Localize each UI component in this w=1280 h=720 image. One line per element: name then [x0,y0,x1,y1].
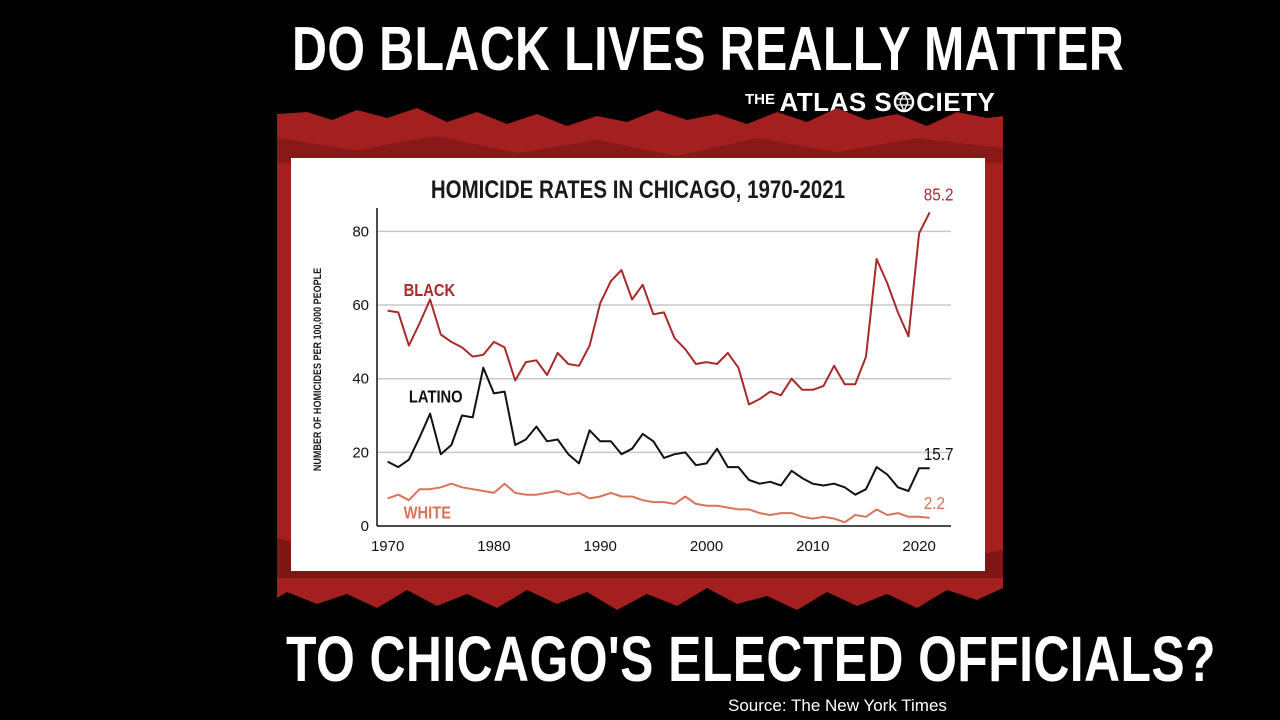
x-tick-label-2020: 2020 [902,538,935,555]
x-tick-label-1970: 1970 [371,538,404,555]
y-tick-label-20: 20 [352,444,369,461]
brand-name: ATLAS S CIETY [779,87,995,117]
headline-top: DO BLACK LIVES REALLY MATTER [292,15,1125,84]
chart-title: HOMICIDE RATES IN CHICAGO, 1970-2021 [431,175,846,203]
headline-bottom: TO CHICAGO'S ELECTED OFFICIALS? [286,623,1216,695]
brand-the: THE [745,91,775,108]
homicide-chart: HOMICIDE RATES IN CHICAGO, 1970-2021 0 20 4… [312,175,954,555]
y-axis-label: NUMBER OF HOMICIDES PER 100,000 PEOPLE [312,268,324,472]
chart-card: HOMICIDE RATES IN CHICAGO, 1970-2021 0 20 4… [291,158,985,571]
x-tick-label-1980: 1980 [477,538,510,555]
source-credit: Source: The New York Times [728,696,947,715]
end-value-label-white: 2.2 [924,493,945,513]
series-label-black: BLACK [404,281,456,301]
series-line-latino [387,366,930,496]
x-tick-label-2000: 2000 [690,538,723,555]
x-tick-label-1990: 1990 [584,538,617,555]
atlas-society-logo: THE ATLAS S CIETY [745,87,995,118]
series-line-white [387,482,930,524]
series-line-black [387,211,931,406]
end-value-label-latino: 15.7 [924,444,954,464]
end-value-label-black: 85.2 [924,184,954,204]
series-label-latino: LATINO [409,387,463,407]
globe-icon [894,91,915,113]
series-label-white: WHITE [404,503,452,523]
y-tick-label-0: 0 [361,518,369,535]
y-tick-label-80: 80 [352,223,369,240]
y-tick-label-60: 60 [352,297,369,314]
x-tick-label-2010: 2010 [796,538,829,555]
brand-name-part2: CIETY [916,87,996,117]
y-tick-label-40: 40 [352,371,369,388]
